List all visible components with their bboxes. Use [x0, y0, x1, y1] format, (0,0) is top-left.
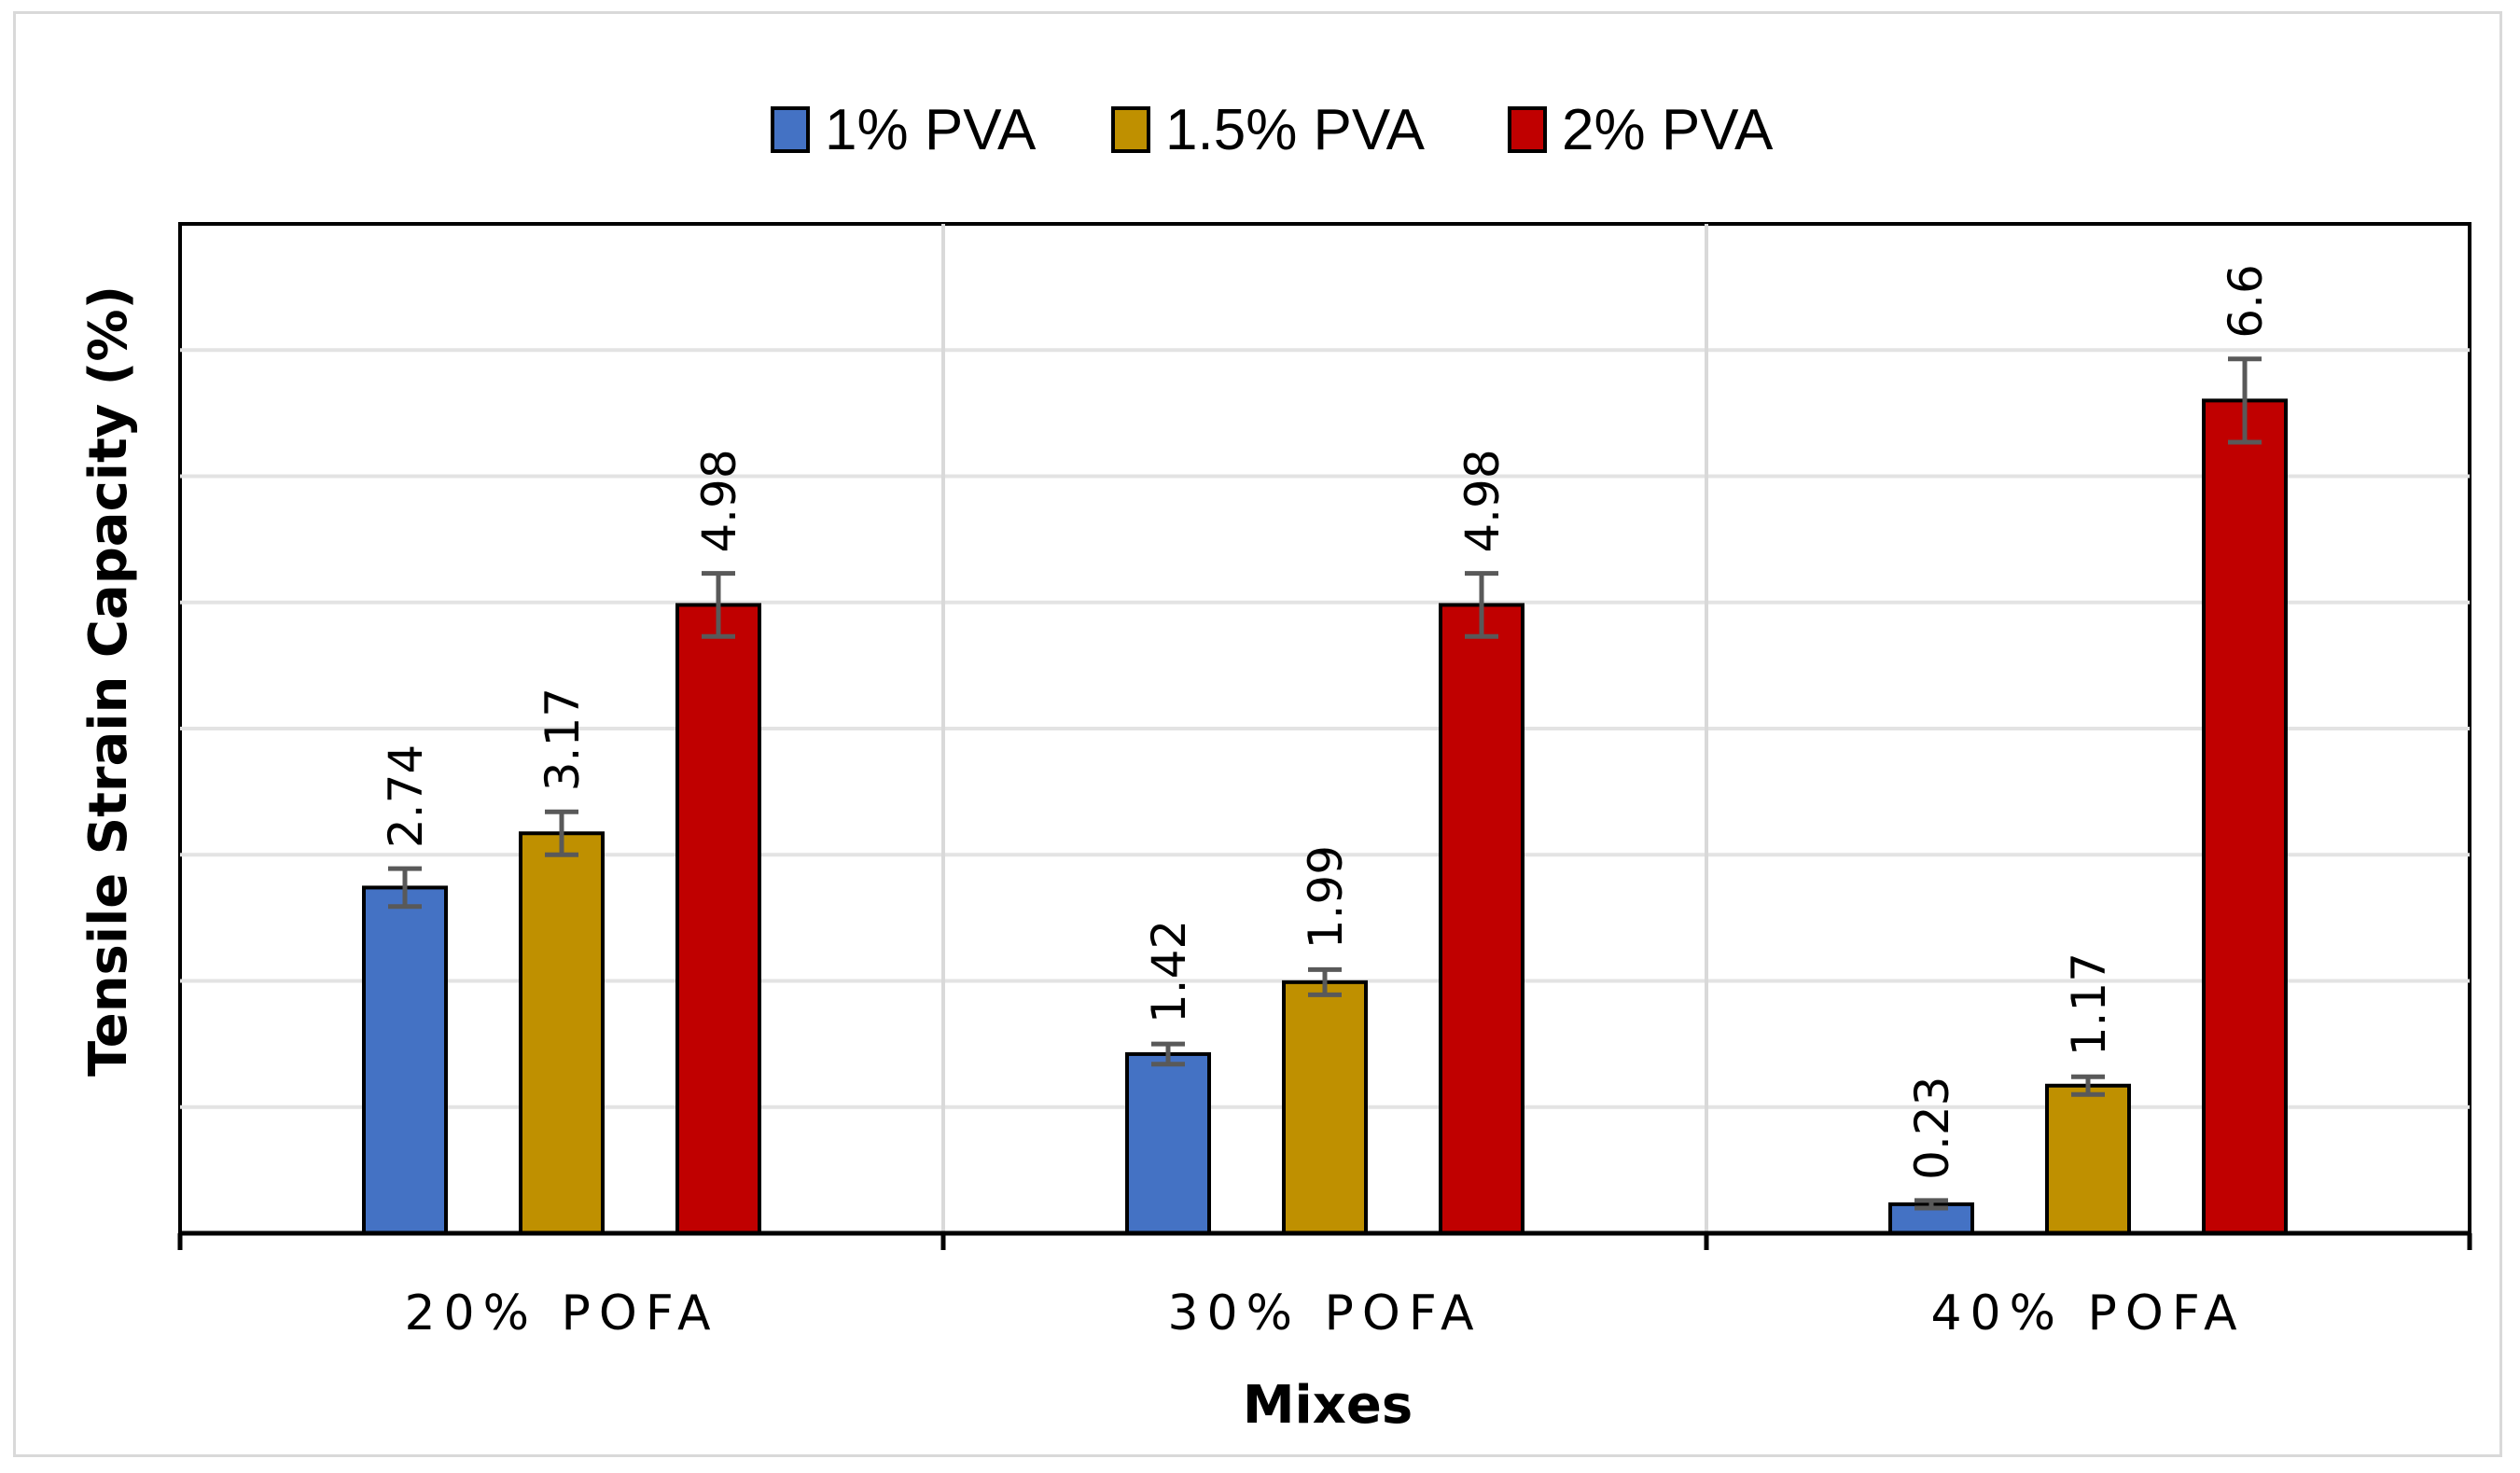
data-label: 3.17: [536, 688, 590, 791]
data-label: 1.17: [2062, 952, 2116, 1056]
data-label: 0.23: [1905, 1077, 1959, 1180]
legend-label: 2% PVA: [1562, 98, 1774, 162]
bar-2-pva-0: [675, 603, 761, 1235]
x-tick-label: 30% POFA: [1167, 1285, 1482, 1341]
legend-swatch-2-pva: [1508, 106, 1547, 153]
error-bars: [388, 356, 2262, 1211]
legend-swatch-1-5-pva: [1111, 106, 1150, 153]
bar-2-pva-1: [1439, 603, 1525, 1235]
data-label: 4.98: [1455, 449, 1510, 552]
data-label: 4.98: [692, 449, 746, 552]
legend: 1% PVA 1.5% PVA 2% PVA: [771, 98, 1774, 162]
x-tick-labels: 20% POFA 30% POFA 40% POFA: [404, 1285, 2245, 1341]
x-axis-title: Mixes: [1243, 1375, 1413, 1436]
data-label: 2.74: [379, 744, 433, 848]
x-tick-label: 40% POFA: [1930, 1285, 2245, 1341]
bar-1-5-pva-0: [519, 831, 605, 1235]
x-axis: [177, 1230, 2472, 1250]
bar-1-5-pva-2: [2045, 1083, 2131, 1235]
legend-swatch-1-pva: [771, 106, 810, 153]
legend-label: 1.5% PVA: [1165, 98, 1426, 162]
y-axis-title: Tensile Strain Capacity (%): [78, 285, 139, 1077]
data-label: 1.99: [1299, 845, 1353, 949]
legend-label: 1% PVA: [825, 98, 1037, 162]
data-label: 6.6: [2219, 264, 2273, 339]
value-labels: 2.74 3.17 4.98 1.42 1.99 4.98 0.23 1.17 6.6: [379, 264, 2273, 1180]
bar-1-pva-0: [362, 885, 448, 1235]
x-tick-label: 20% POFA: [404, 1285, 718, 1341]
bar-2-pva-2: [2202, 398, 2288, 1236]
bar-1-5-pva-1: [1282, 980, 1368, 1236]
data-label: 1.42: [1142, 920, 1196, 1023]
bar-1-pva-1: [1125, 1051, 1211, 1235]
